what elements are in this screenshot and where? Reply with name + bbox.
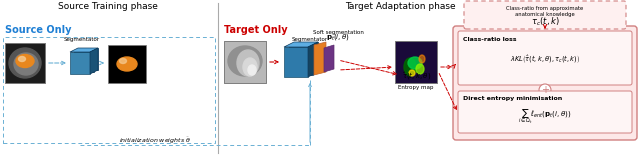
- Text: initialization weights $\tilde{\theta}$: initialization weights $\tilde{\theta}$: [119, 136, 191, 146]
- Polygon shape: [324, 45, 334, 72]
- Bar: [5, 43, 45, 83]
- Ellipse shape: [16, 55, 34, 67]
- Polygon shape: [308, 42, 318, 77]
- Circle shape: [539, 84, 551, 96]
- Text: Segmentator: Segmentator: [64, 37, 100, 42]
- Text: $\sum_{i\in\Omega_t}\ell_{ent}(\mathbf{p}_t(i,\theta))$: $\sum_{i\in\Omega_t}\ell_{ent}(\mathbf{p…: [518, 108, 572, 126]
- Text: Source Only: Source Only: [5, 25, 72, 35]
- Ellipse shape: [404, 58, 416, 76]
- Text: Segmentator: Segmentator: [292, 37, 328, 42]
- Ellipse shape: [237, 50, 259, 76]
- Text: Source Training phase: Source Training phase: [58, 2, 158, 11]
- Ellipse shape: [228, 46, 262, 76]
- Bar: [289, 45, 313, 75]
- Bar: [395, 41, 437, 83]
- Ellipse shape: [248, 65, 256, 75]
- Ellipse shape: [120, 58, 127, 64]
- Text: $\mathbf{p}_t(i,\theta)$: $\mathbf{p}_t(i,\theta)$: [326, 32, 350, 42]
- Bar: [224, 41, 266, 83]
- Text: $\hat{\tau}(t,k,\theta)$: $\hat{\tau}(t,k,\theta)$: [402, 70, 431, 82]
- Text: Class-ratio from approximate
anatomical knowledge: Class-ratio from approximate anatomical …: [506, 6, 584, 17]
- Ellipse shape: [419, 55, 425, 63]
- Polygon shape: [314, 42, 326, 75]
- Ellipse shape: [243, 58, 257, 76]
- Ellipse shape: [117, 57, 137, 71]
- Bar: [284, 47, 308, 77]
- Ellipse shape: [408, 57, 422, 69]
- Ellipse shape: [409, 70, 415, 76]
- Ellipse shape: [19, 57, 26, 62]
- Text: Entropy map: Entropy map: [398, 85, 434, 90]
- Text: Direct entropy minimisation: Direct entropy minimisation: [463, 96, 563, 101]
- Polygon shape: [90, 48, 98, 74]
- Text: Class-ratio loss: Class-ratio loss: [463, 37, 516, 42]
- FancyBboxPatch shape: [453, 26, 637, 140]
- Ellipse shape: [14, 53, 38, 75]
- Text: Target Only: Target Only: [224, 25, 287, 35]
- Text: $\tau_c(t,k)$: $\tau_c(t,k)$: [531, 16, 559, 28]
- Bar: [78, 48, 98, 70]
- Text: Target Adaptation phase: Target Adaptation phase: [345, 2, 455, 11]
- FancyBboxPatch shape: [464, 1, 626, 29]
- Bar: [5, 43, 45, 83]
- Polygon shape: [70, 48, 98, 52]
- Bar: [395, 41, 437, 83]
- Ellipse shape: [416, 64, 424, 74]
- Text: $\lambda KL\left(\hat{\tau}(t,k,\theta),\tau_c(t,k)\right)$: $\lambda KL\left(\hat{\tau}(t,k,\theta),…: [510, 54, 580, 66]
- Bar: [108, 45, 146, 83]
- Text: +: +: [541, 85, 549, 95]
- Text: Soft segmentation: Soft segmentation: [312, 30, 364, 35]
- Bar: [70, 52, 90, 74]
- FancyBboxPatch shape: [458, 31, 632, 85]
- FancyBboxPatch shape: [458, 91, 632, 133]
- Ellipse shape: [9, 48, 41, 78]
- Bar: [224, 41, 266, 83]
- Polygon shape: [284, 42, 318, 47]
- Bar: [294, 42, 318, 72]
- Bar: [74, 50, 94, 72]
